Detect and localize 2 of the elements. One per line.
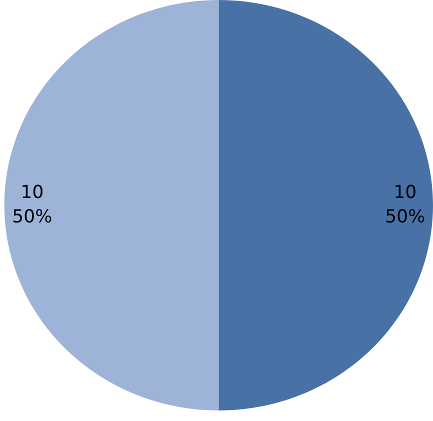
data-label: 10 50% <box>386 184 424 223</box>
data-label: 10 50% <box>14 184 52 223</box>
